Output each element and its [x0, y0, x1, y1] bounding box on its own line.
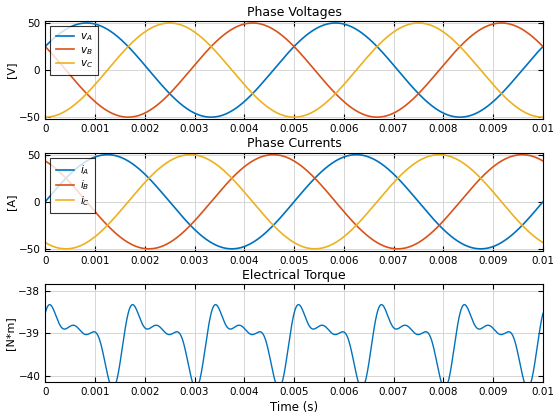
$i_B$ — [270, 152, 277, 157]
$i_A$ — [42, 199, 49, 204]
Legend: $i_A$, $i_B$, $i_C$: $i_A$, $i_B$, $i_C$ — [50, 158, 95, 213]
$v_B$ — [340, 99, 347, 104]
$i_A$ — [477, 246, 484, 251]
Line: $v_B$: $v_B$ — [45, 23, 543, 117]
$i_B$ — [340, 209, 347, 214]
$i_A$ — [366, 155, 372, 160]
$i_C$ — [540, 240, 547, 245]
Line: $v_A$: $v_A$ — [45, 23, 543, 117]
Line: $i_C$: $i_C$ — [45, 155, 543, 249]
$v_A$ — [366, 36, 372, 41]
Title: Phase Voltages: Phase Voltages — [246, 5, 342, 18]
$i_B$ — [451, 206, 458, 211]
$v_A$ — [456, 115, 463, 120]
$i_B$ — [366, 234, 372, 239]
$i_C$ — [366, 209, 372, 214]
$v_A$ — [332, 21, 339, 26]
Title: Electrical Torque: Electrical Torque — [242, 269, 346, 282]
$i_A$ — [132, 164, 139, 169]
$i_C$ — [340, 234, 347, 239]
$v_C$ — [413, 21, 420, 26]
$v_C$ — [366, 53, 372, 58]
$v_B$ — [451, 50, 458, 55]
$i_B$ — [232, 172, 239, 177]
$v_A$ — [540, 44, 547, 49]
X-axis label: Time (s): Time (s) — [270, 402, 318, 415]
$i_C$ — [451, 156, 458, 161]
$i_C$ — [311, 246, 318, 251]
$v_B$ — [366, 114, 372, 119]
$v_C$ — [540, 115, 547, 120]
Y-axis label: [A]: [A] — [6, 194, 16, 210]
$v_A$ — [413, 89, 420, 94]
$v_A$ — [451, 114, 458, 119]
Legend: $v_A$, $v_B$, $v_C$: $v_A$, $v_B$, $v_C$ — [50, 26, 98, 75]
Line: $i_A$: $i_A$ — [45, 155, 543, 249]
$v_A$ — [132, 52, 139, 57]
$i_C$ — [232, 179, 239, 184]
$v_B$ — [132, 114, 139, 119]
$i_A$ — [340, 155, 347, 160]
$i_A$ — [413, 197, 420, 202]
$v_B$ — [413, 93, 420, 98]
Line: $i_B$: $i_B$ — [45, 155, 543, 249]
$v_C$ — [340, 82, 347, 87]
$v_C$ — [166, 21, 173, 26]
$i_A$ — [232, 246, 239, 251]
Y-axis label: [N*m]: [N*m] — [6, 317, 16, 350]
$i_B$ — [42, 158, 49, 163]
$i_B$ — [394, 246, 401, 251]
$i_C$ — [187, 152, 194, 157]
$v_B$ — [232, 25, 239, 30]
$v_C$ — [451, 39, 458, 44]
$v_B$ — [125, 115, 132, 120]
$v_C$ — [132, 37, 139, 42]
$i_B$ — [132, 244, 139, 249]
$i_A$ — [451, 236, 458, 241]
$v_A$ — [42, 44, 49, 49]
$i_C$ — [42, 240, 49, 245]
$i_B$ — [413, 241, 420, 246]
$i_C$ — [413, 160, 420, 165]
$v_A$ — [340, 21, 347, 26]
$v_B$ — [540, 44, 547, 49]
$v_A$ — [232, 106, 239, 111]
$i_C$ — [132, 190, 139, 195]
$i_A$ — [540, 199, 547, 204]
$v_B$ — [42, 44, 49, 49]
$v_C$ — [232, 72, 239, 77]
Y-axis label: [V]: [V] — [6, 62, 16, 78]
$v_B$ — [249, 21, 256, 26]
$i_A$ — [104, 152, 111, 157]
Title: Phase Currents: Phase Currents — [247, 137, 342, 150]
$v_C$ — [42, 115, 49, 120]
$i_B$ — [540, 158, 547, 163]
Line: $v_C$: $v_C$ — [45, 23, 543, 117]
